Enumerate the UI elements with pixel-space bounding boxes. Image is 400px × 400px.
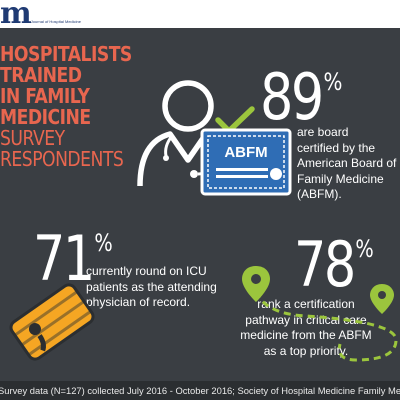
title-line: TRAINED bbox=[0, 63, 82, 87]
stat-line: Family Medicine bbox=[297, 171, 384, 186]
stat-78-text: rank a certification pathway in critical… bbox=[234, 297, 378, 359]
logo-tagline: Journal of Hospital Medicine bbox=[30, 18, 81, 24]
stat-line: medicine from the ABFM bbox=[240, 328, 372, 342]
stat-line: pathway in critical care bbox=[245, 312, 367, 327]
stat-line: are board bbox=[297, 125, 349, 139]
certificate-label: ABFM bbox=[224, 144, 268, 161]
stat-78: 78% bbox=[294, 234, 374, 296]
stat-line: American Board of bbox=[297, 156, 397, 170]
stat-line: certified by the bbox=[297, 140, 376, 155]
stat-line: (ABFM). bbox=[297, 187, 342, 201]
stat-line: patients as the attending bbox=[86, 279, 217, 294]
source-text: Survey data (N=127) collected July 2016 … bbox=[0, 385, 400, 396]
stat-89: 89% bbox=[260, 66, 342, 130]
stat-line: currently round on ICU bbox=[86, 264, 207, 278]
title-line: IN FAMILY bbox=[0, 84, 90, 108]
certificate-icon bbox=[200, 128, 292, 196]
stat-71-text: currently round on ICU patients as the a… bbox=[86, 264, 217, 311]
source-footer: Survey data (N=127) collected July 2016 … bbox=[0, 381, 400, 400]
title-line: RESPONDENTS bbox=[0, 147, 124, 171]
stat-71: 71% bbox=[33, 228, 113, 290]
stat-value: 71 bbox=[33, 222, 95, 295]
title-line: SURVEY bbox=[0, 126, 65, 150]
hospital-bed-icon bbox=[9, 283, 95, 361]
stat-89-text: are board certified by the American Boar… bbox=[297, 125, 396, 203]
stat-unit: % bbox=[94, 229, 113, 257]
stat-value: 78 bbox=[294, 228, 356, 301]
stat-value: 89 bbox=[260, 61, 324, 135]
stat-unit: % bbox=[355, 235, 374, 263]
stat-unit: % bbox=[323, 67, 343, 96]
infographic-title: HOSPITALISTS TRAINED IN FAMILY MEDICINE … bbox=[0, 42, 132, 171]
stat-line: rank a certification bbox=[257, 297, 355, 311]
logo-mark: m bbox=[0, 0, 32, 31]
route-pin-icon bbox=[242, 266, 398, 362]
title-line: HOSPITALISTS bbox=[0, 42, 132, 66]
stat-line: physician of record. bbox=[86, 295, 191, 309]
stat-line: as a top priority. bbox=[263, 343, 349, 358]
journal-logo: m Journal of Hospital Medicine bbox=[0, 0, 81, 31]
title-line: MEDICINE bbox=[0, 105, 91, 129]
header-bar: m Journal of Hospital Medicine bbox=[0, 0, 400, 31]
